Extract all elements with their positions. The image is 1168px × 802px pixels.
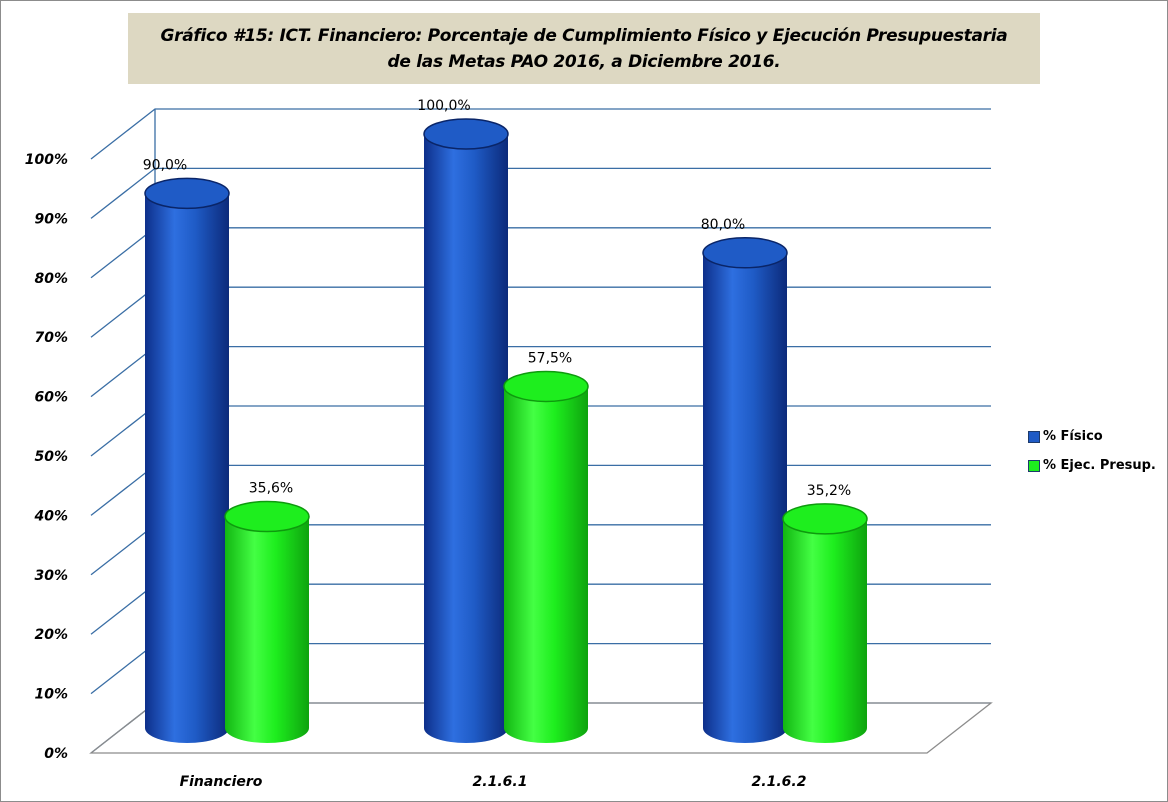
legend-swatch-fisico (1028, 430, 1040, 443)
data-label-ejec: 57,5% (528, 350, 572, 366)
bar-top (702, 237, 788, 269)
x-category-label: 2.1.6.1 (473, 774, 528, 790)
chart-title-line-1: Gráfico #15: ICT. Financiero: Porcentaje… (160, 25, 1008, 46)
y-axis-ticks: 0% 10% 20% 30% 40% 50% 60% 70% 80% 90% 100% (25, 152, 68, 762)
gridline (90, 108, 991, 160)
y-tick-label: 10% (34, 687, 68, 703)
bar-ejec (782, 503, 868, 743)
data-label-fisico: 80,0% (701, 217, 745, 233)
x-category-label: 2.1.6.2 (752, 774, 807, 790)
y-tick-label: 30% (34, 568, 68, 584)
bar-top (503, 370, 589, 403)
legend-swatch-ejec (1028, 459, 1040, 472)
y-tick-label: 100% (25, 152, 68, 168)
legend-item-fisico: % Físico (1028, 422, 1156, 451)
data-label-ejec: 35,2% (807, 483, 851, 499)
data-labels: 90,0% 35,6% 100,0% 57,5% 80,0% 35,2% (143, 98, 851, 499)
bars (144, 118, 868, 744)
bar-top (224, 500, 310, 533)
x-axis-categories: Financiero 2.1.6.1 2.1.6.2 (180, 774, 807, 790)
y-tick-label: 70% (34, 330, 68, 346)
y-tick-label: 90% (34, 211, 68, 227)
bar-fisico (702, 237, 788, 744)
legend-item-ejec: % Ejec. Presup. (1028, 451, 1156, 480)
x-category-label: Financiero (180, 774, 263, 790)
bar-top (782, 503, 868, 535)
legend-label-fisico: % Físico (1043, 429, 1103, 444)
y-tick-label: 20% (34, 627, 68, 643)
y-tick-label: 60% (34, 390, 68, 406)
data-label-fisico: 90,0% (143, 157, 187, 173)
y-tick-label: 0% (44, 746, 68, 762)
data-label-ejec: 35,6% (249, 481, 293, 497)
bar-ejec (224, 500, 310, 743)
data-label-fisico: 100,0% (417, 98, 470, 114)
chart-title: Gráfico #15: ICT. Financiero: Porcentaje… (128, 13, 1040, 84)
legend: % Físico % Ejec. Presup. (1028, 422, 1156, 480)
chart-title-line-2: de las Metas PAO 2016, a Diciembre 2016. (387, 51, 781, 72)
y-tick-label: 40% (33, 508, 68, 524)
bar-ejec (503, 370, 589, 743)
legend-label-ejec: % Ejec. Presup. (1043, 458, 1156, 473)
bar-top (144, 177, 230, 210)
y-tick-label: 80% (34, 271, 68, 287)
bar-top (423, 118, 509, 150)
bar-fisico (144, 177, 230, 743)
bar-fisico (423, 118, 509, 743)
y-tick-label: 50% (34, 449, 68, 465)
chart-floor (89, 702, 993, 754)
